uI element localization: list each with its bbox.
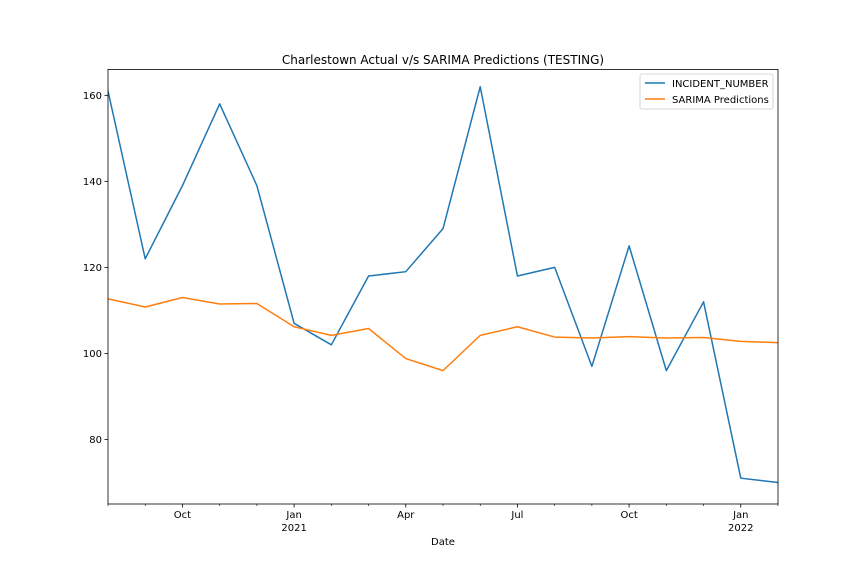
legend: INCIDENT_NUMBER SARIMA Predictions — [639, 73, 774, 110]
x-axis: Oct Jan 2021 Apr Jul Oct Jan 2022 — [107, 504, 779, 534]
series-line-0 — [108, 85, 778, 484]
legend-label-predictions: SARIMA Predictions — [672, 95, 769, 106]
plot-frame — [107, 69, 779, 505]
y-tick-label: 140 — [83, 177, 102, 188]
plot-lines — [108, 85, 778, 484]
y-tick-label: 100 — [83, 349, 102, 360]
x-tick-label: Jan — [732, 510, 748, 521]
x-tick-label: Oct — [174, 510, 191, 521]
x-tick-year-label: 2021 — [281, 523, 306, 534]
x-tick-label: Jan — [285, 510, 301, 521]
y-axis: 80 100 120 140 160 — [83, 91, 108, 446]
legend-box — [639, 73, 774, 110]
x-tick-label: Oct — [620, 510, 637, 521]
y-tick-label: 80 — [89, 435, 102, 446]
x-axis-label: Date — [431, 537, 455, 548]
series-line-1 — [108, 296, 778, 372]
y-tick-label: 120 — [83, 263, 102, 274]
x-tick-year-label: 2022 — [728, 523, 753, 534]
x-tick-label: Jul — [510, 510, 523, 521]
legend-label-actual: INCIDENT_NUMBER — [672, 79, 769, 90]
x-tick-label: Apr — [397, 510, 415, 521]
y-tick-label: 160 — [83, 91, 102, 102]
chart-title: Charlestown Actual v/s SARIMA Prediction… — [282, 53, 604, 67]
